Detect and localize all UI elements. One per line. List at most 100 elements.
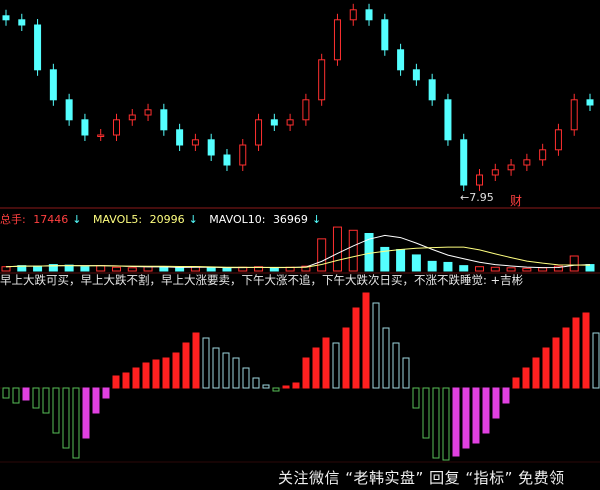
indicator-bar bbox=[522, 367, 530, 389]
indicator-bar bbox=[102, 387, 110, 399]
candle bbox=[191, 139, 199, 146]
indicator-bar bbox=[292, 382, 300, 389]
indicator-bar bbox=[12, 387, 20, 404]
indicator-bar bbox=[202, 337, 210, 389]
indicator-bar bbox=[412, 387, 420, 409]
candle bbox=[65, 99, 73, 121]
volume-bar bbox=[443, 261, 453, 272]
volume-bar bbox=[569, 255, 579, 272]
indicator-bar bbox=[362, 292, 370, 389]
candle bbox=[460, 139, 468, 186]
candle bbox=[223, 154, 231, 166]
volume-bar bbox=[427, 260, 437, 272]
candle bbox=[270, 119, 278, 126]
volume-bar bbox=[553, 265, 563, 272]
indicator-bar bbox=[2, 387, 10, 399]
indicator-bar bbox=[62, 387, 70, 449]
candle bbox=[18, 19, 26, 26]
low-price-annotation: ←7.95 bbox=[460, 191, 494, 204]
indicator-bar bbox=[462, 387, 470, 449]
indicator-bar bbox=[572, 317, 580, 389]
candle bbox=[207, 139, 215, 156]
volume-bar bbox=[475, 266, 485, 272]
indicator-bar bbox=[162, 357, 170, 389]
volume-bar bbox=[33, 265, 43, 272]
candles bbox=[2, 3, 594, 191]
candle bbox=[2, 15, 10, 21]
indicator-bar bbox=[592, 332, 600, 389]
indicator-bar bbox=[482, 387, 490, 434]
indicator-bar bbox=[452, 387, 460, 457]
indicator-bar bbox=[262, 384, 270, 389]
indicator-bar bbox=[352, 307, 360, 389]
indicator-bar bbox=[382, 327, 390, 389]
indicator-bar bbox=[472, 387, 480, 444]
candle bbox=[160, 109, 168, 131]
volume-bar bbox=[111, 266, 121, 272]
indicator-bar bbox=[392, 342, 400, 389]
candle bbox=[491, 169, 499, 176]
indicator-bars bbox=[2, 292, 600, 461]
down-arrow-icon: ↓ bbox=[311, 213, 322, 226]
volume-bar bbox=[159, 266, 169, 272]
volume-bar bbox=[396, 249, 406, 272]
candle bbox=[570, 99, 578, 131]
indicator-bar bbox=[142, 362, 150, 389]
candle bbox=[444, 99, 452, 141]
candle bbox=[49, 69, 57, 101]
volume-bar bbox=[80, 266, 90, 272]
indicator-bar bbox=[22, 387, 30, 401]
mavol5-value: 20996 bbox=[149, 213, 185, 226]
volume-bar bbox=[490, 266, 500, 272]
indicator-bar bbox=[442, 387, 450, 461]
candle bbox=[97, 134, 105, 137]
indicator-bar bbox=[492, 387, 500, 419]
indicator-bar bbox=[322, 337, 330, 389]
indicator-bar bbox=[552, 337, 560, 389]
candle bbox=[255, 119, 263, 146]
volume-bar bbox=[48, 264, 58, 272]
candle bbox=[333, 19, 341, 61]
volume-bar bbox=[175, 267, 185, 272]
indicator-bar bbox=[222, 352, 230, 389]
finance-marker[interactable]: 财 bbox=[510, 194, 523, 208]
candle bbox=[428, 79, 436, 101]
indicator-bar bbox=[82, 387, 90, 439]
indicator-bar bbox=[152, 359, 160, 389]
indicator-bar bbox=[562, 327, 570, 389]
mavol10-line bbox=[5, 246, 591, 268]
indicator-bar bbox=[252, 377, 260, 389]
candle bbox=[286, 119, 294, 126]
indicator-bar bbox=[32, 387, 40, 409]
candle bbox=[539, 149, 547, 161]
indicator-bar bbox=[512, 377, 520, 389]
volume-bar bbox=[64, 264, 74, 272]
candle bbox=[586, 99, 594, 106]
candle bbox=[34, 24, 42, 71]
volume-bar bbox=[332, 226, 342, 272]
mavol10-value: 36969 bbox=[272, 213, 308, 226]
down-arrow-icon: ↓ bbox=[188, 213, 198, 226]
volume-bar bbox=[364, 233, 374, 272]
candle bbox=[318, 59, 326, 101]
candle bbox=[144, 109, 152, 116]
volume-bar bbox=[301, 265, 311, 272]
indicator-bar bbox=[212, 347, 220, 389]
volume-bar bbox=[506, 267, 516, 272]
candle bbox=[476, 174, 484, 186]
indicator-bar bbox=[282, 385, 290, 389]
indicator-bar bbox=[172, 352, 180, 389]
candle bbox=[381, 19, 389, 51]
indicator-bar bbox=[92, 387, 100, 414]
indicator-bar bbox=[272, 387, 280, 392]
indicator-bar bbox=[372, 302, 380, 389]
indicator-bar bbox=[52, 387, 60, 434]
indicator-bar bbox=[182, 342, 190, 389]
mavol10-label: MAVOL10: bbox=[209, 213, 266, 226]
mavol5-line bbox=[5, 234, 591, 269]
indicator-bar bbox=[402, 357, 410, 389]
volume-bar bbox=[254, 266, 264, 272]
volume-bar bbox=[411, 254, 421, 272]
indicator-bar bbox=[192, 332, 200, 389]
